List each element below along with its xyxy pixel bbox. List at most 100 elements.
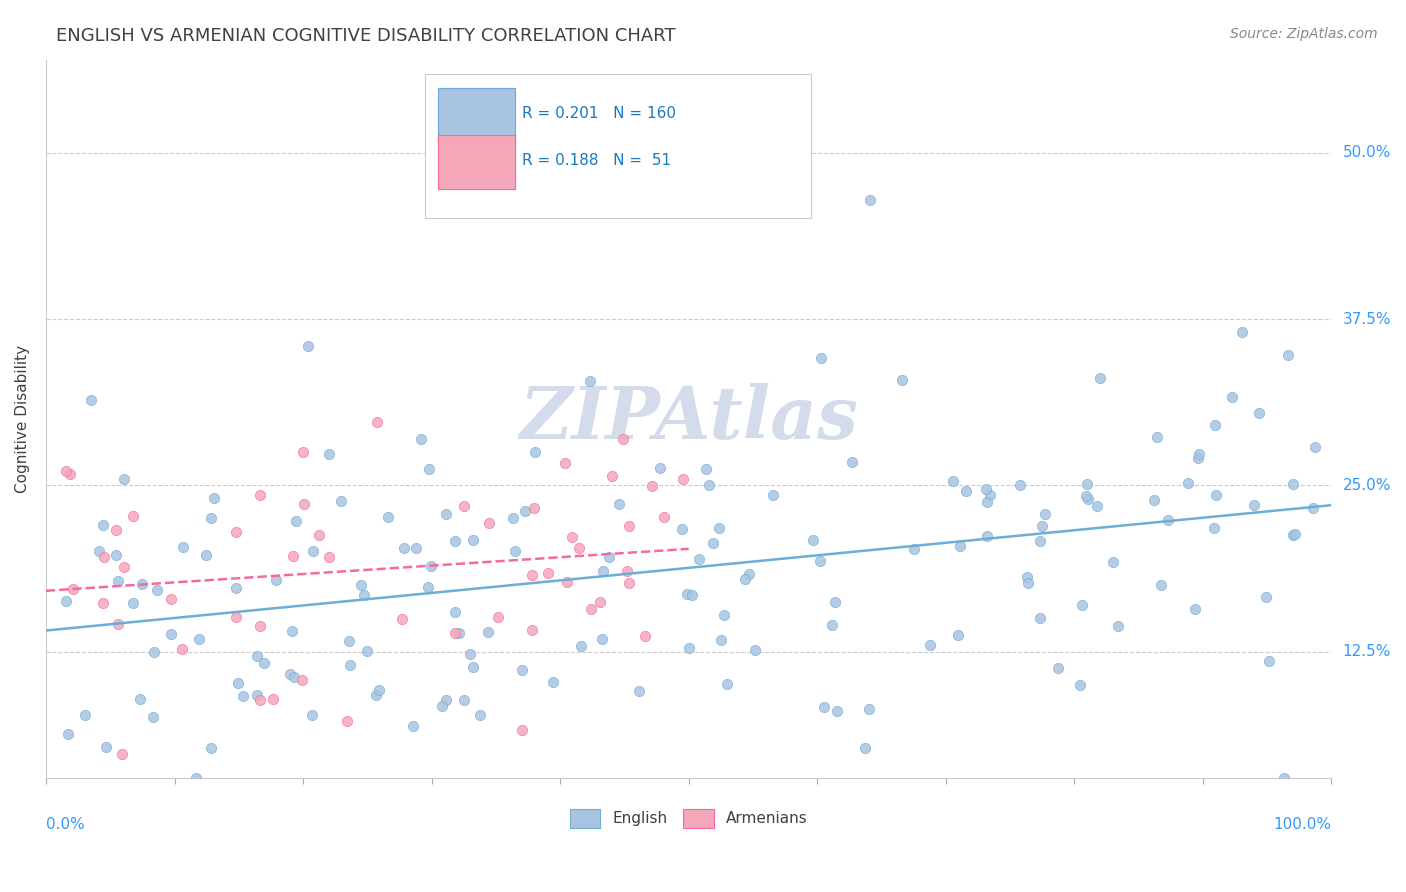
- Point: [283, 669, 305, 683]
- Point: [1076, 489, 1098, 503]
- Point: [200, 741, 222, 756]
- Point: [1243, 498, 1265, 512]
- Point: [513, 504, 536, 518]
- Point: [524, 445, 547, 459]
- Point: [402, 719, 425, 733]
- Point: [91, 596, 114, 610]
- Point: [159, 592, 181, 607]
- Point: [368, 682, 391, 697]
- Point: [1184, 602, 1206, 616]
- Point: [616, 564, 638, 578]
- Point: [890, 373, 912, 387]
- Point: [744, 643, 766, 657]
- Point: [1046, 661, 1069, 675]
- Point: [302, 543, 325, 558]
- Point: [734, 572, 756, 586]
- Point: [520, 623, 543, 637]
- Point: [1303, 440, 1326, 454]
- Point: [253, 657, 276, 671]
- Point: [443, 533, 465, 548]
- Point: [142, 710, 165, 724]
- Point: [486, 609, 509, 624]
- Point: [738, 567, 761, 582]
- Point: [1177, 475, 1199, 490]
- Point: [976, 529, 998, 543]
- Point: [1029, 611, 1052, 625]
- Point: [172, 642, 194, 657]
- Point: [187, 632, 209, 646]
- Point: [1015, 570, 1038, 584]
- Point: [903, 542, 925, 557]
- Point: [1157, 513, 1180, 527]
- Point: [56, 727, 79, 741]
- Point: [436, 693, 458, 707]
- Point: [107, 617, 129, 632]
- Point: [418, 462, 440, 476]
- Point: [1070, 598, 1092, 612]
- Point: [918, 638, 941, 652]
- Point: [510, 664, 533, 678]
- Point: [232, 689, 254, 703]
- Point: [628, 683, 651, 698]
- Point: [588, 595, 610, 609]
- Point: [318, 550, 340, 565]
- Point: [1077, 491, 1099, 506]
- Y-axis label: Cognitive Disability: Cognitive Disability: [15, 345, 30, 493]
- Point: [142, 645, 165, 659]
- Point: [263, 692, 285, 706]
- Point: [94, 740, 117, 755]
- Point: [1284, 526, 1306, 541]
- Point: [824, 595, 846, 609]
- Point: [676, 587, 699, 601]
- Point: [813, 699, 835, 714]
- Point: [62, 582, 84, 596]
- Point: [1220, 390, 1243, 404]
- Point: [948, 628, 970, 642]
- Point: [1247, 406, 1270, 420]
- Point: [678, 641, 700, 656]
- Text: 0.0%: 0.0%: [46, 817, 84, 832]
- Point: [105, 523, 128, 537]
- Point: [592, 564, 614, 578]
- Point: [80, 392, 103, 407]
- Point: [447, 625, 470, 640]
- Point: [291, 673, 314, 687]
- Point: [1069, 678, 1091, 692]
- Point: [681, 588, 703, 602]
- Point: [91, 517, 114, 532]
- Point: [716, 677, 738, 691]
- Point: [942, 474, 965, 488]
- Point: [672, 472, 695, 486]
- Point: [461, 533, 484, 547]
- Point: [318, 447, 340, 461]
- Point: [1187, 450, 1209, 465]
- Point: [502, 511, 524, 525]
- Point: [710, 632, 733, 647]
- Point: [702, 535, 724, 549]
- Point: [87, 543, 110, 558]
- Point: [59, 467, 82, 482]
- Point: [617, 576, 640, 591]
- Point: [364, 688, 387, 702]
- Point: [281, 549, 304, 564]
- Point: [955, 484, 977, 499]
- Point: [652, 509, 675, 524]
- Point: [264, 573, 287, 587]
- Point: [453, 693, 475, 707]
- Point: [569, 640, 592, 654]
- Text: ENGLISH VS ARMENIAN COGNITIVE DISABILITY CORRELATION CHART: ENGLISH VS ARMENIAN COGNITIVE DISABILITY…: [56, 27, 676, 45]
- Point: [55, 464, 77, 478]
- Point: [131, 577, 153, 591]
- Point: [392, 541, 415, 555]
- Point: [172, 541, 194, 555]
- Point: [1257, 653, 1279, 667]
- Point: [246, 648, 269, 663]
- Point: [579, 601, 602, 615]
- Point: [468, 708, 491, 723]
- Point: [330, 494, 353, 508]
- FancyBboxPatch shape: [439, 88, 515, 142]
- Point: [184, 771, 207, 785]
- Text: Source: ZipAtlas.com: Source: ZipAtlas.com: [1230, 27, 1378, 41]
- Point: [1085, 500, 1108, 514]
- Point: [591, 632, 613, 646]
